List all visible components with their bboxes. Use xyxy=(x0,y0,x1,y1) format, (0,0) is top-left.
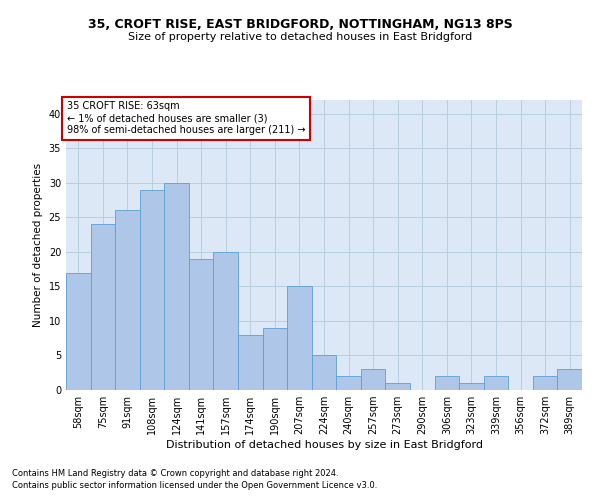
Bar xyxy=(263,328,287,390)
Bar xyxy=(189,259,214,390)
Text: Size of property relative to detached houses in East Bridgford: Size of property relative to detached ho… xyxy=(128,32,472,42)
Bar xyxy=(115,210,140,390)
X-axis label: Distribution of detached houses by size in East Bridgford: Distribution of detached houses by size … xyxy=(166,440,482,450)
Bar xyxy=(238,335,263,390)
Bar xyxy=(66,272,91,390)
Text: Contains public sector information licensed under the Open Government Licence v3: Contains public sector information licen… xyxy=(12,481,377,490)
Text: 35, CROFT RISE, EAST BRIDGFORD, NOTTINGHAM, NG13 8PS: 35, CROFT RISE, EAST BRIDGFORD, NOTTINGH… xyxy=(88,18,512,30)
Bar xyxy=(164,183,189,390)
Bar xyxy=(312,356,336,390)
Bar xyxy=(533,376,557,390)
Bar xyxy=(557,370,582,390)
Bar xyxy=(287,286,312,390)
Bar xyxy=(484,376,508,390)
Bar xyxy=(385,383,410,390)
Text: Contains HM Land Registry data © Crown copyright and database right 2024.: Contains HM Land Registry data © Crown c… xyxy=(12,468,338,477)
Bar xyxy=(361,370,385,390)
Bar xyxy=(91,224,115,390)
Bar xyxy=(336,376,361,390)
Y-axis label: Number of detached properties: Number of detached properties xyxy=(33,163,43,327)
Text: 35 CROFT RISE: 63sqm
← 1% of detached houses are smaller (3)
98% of semi-detache: 35 CROFT RISE: 63sqm ← 1% of detached ho… xyxy=(67,102,305,134)
Bar xyxy=(214,252,238,390)
Bar xyxy=(140,190,164,390)
Bar xyxy=(459,383,484,390)
Bar xyxy=(434,376,459,390)
